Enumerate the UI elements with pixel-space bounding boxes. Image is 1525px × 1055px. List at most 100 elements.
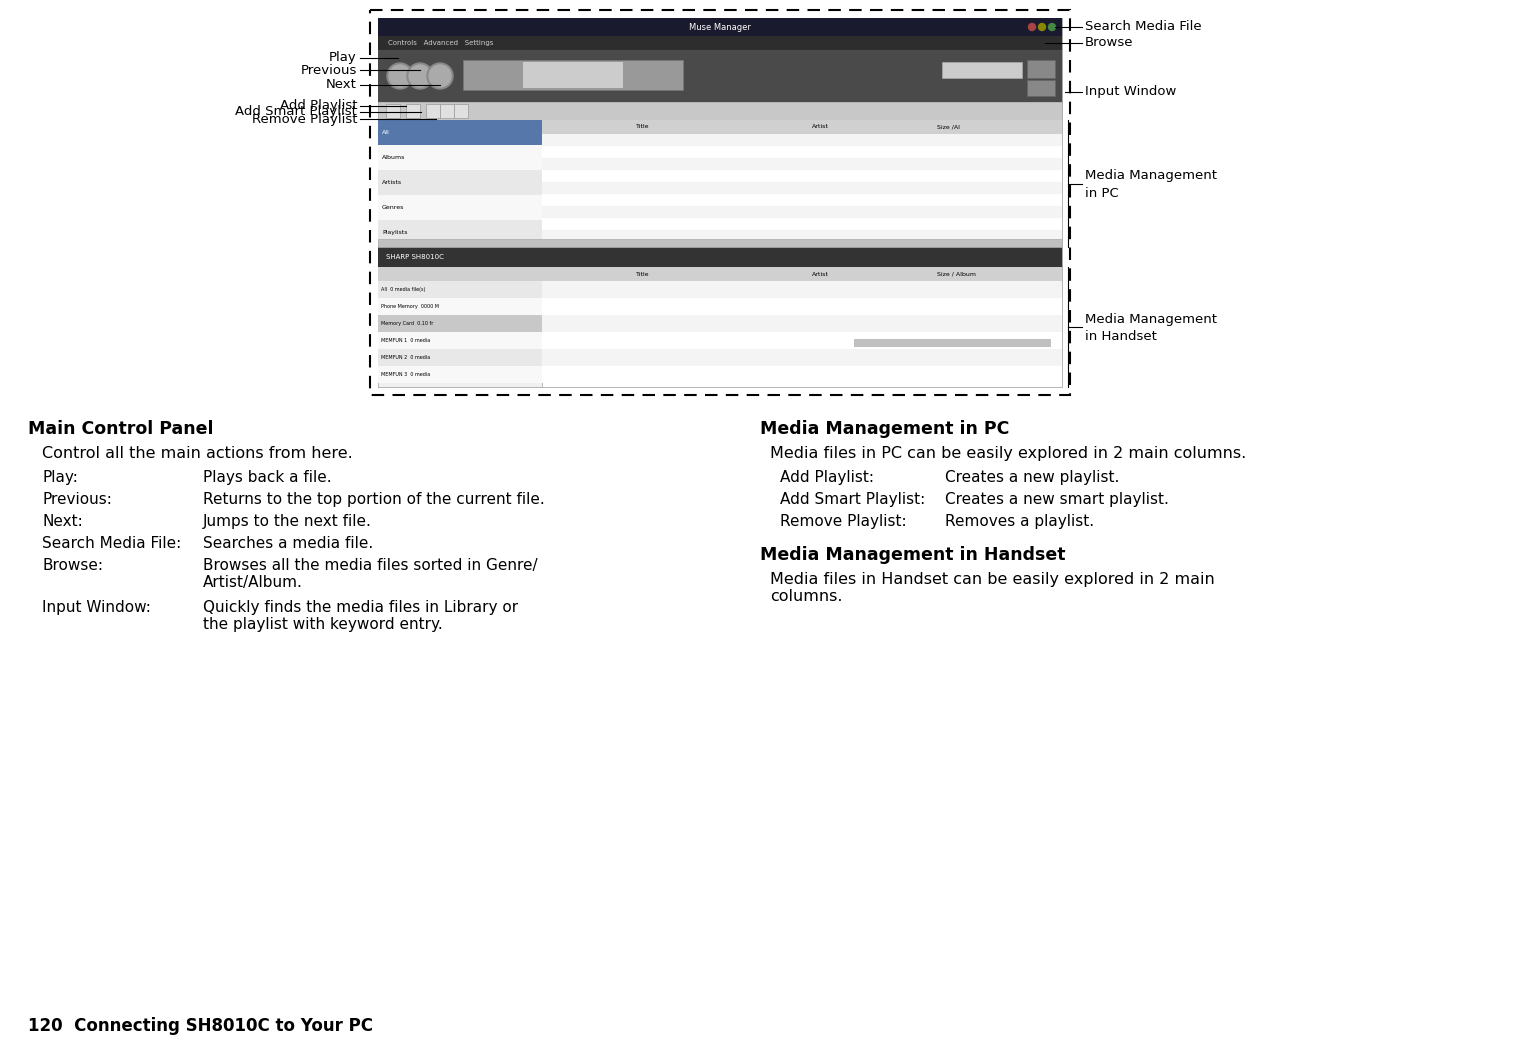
Bar — [378, 102, 1061, 120]
Text: Muse Manager: Muse Manager — [689, 22, 750, 32]
Text: Browse: Browse — [1084, 37, 1133, 50]
Bar — [541, 120, 1061, 247]
Bar — [1026, 60, 1055, 78]
Text: Media Management in Handset: Media Management in Handset — [759, 546, 1066, 564]
Text: 120  Connecting SH8010C to Your PC: 120 Connecting SH8010C to Your PC — [27, 1017, 374, 1035]
Bar — [942, 62, 1022, 78]
Bar — [523, 62, 624, 88]
Bar — [541, 366, 1061, 383]
Bar — [541, 315, 1061, 332]
Text: Title: Title — [636, 271, 650, 276]
Text: Media files in PC can be easily explored in 2 main columns.: Media files in PC can be easily explored… — [770, 446, 1246, 461]
Bar — [378, 120, 541, 247]
Text: Playlists: Playlists — [381, 230, 407, 235]
Text: Add Playlist: Add Playlist — [279, 99, 357, 113]
Text: in PC: in PC — [1084, 187, 1119, 200]
Bar — [378, 332, 541, 349]
Text: Remove Playlist: Remove Playlist — [252, 113, 357, 126]
Text: Albums: Albums — [381, 155, 406, 160]
Circle shape — [407, 63, 433, 89]
Bar — [378, 267, 1061, 387]
Text: Add Smart Playlist: Add Smart Playlist — [235, 106, 357, 118]
Bar — [378, 298, 541, 315]
Text: Artist: Artist — [813, 124, 830, 130]
Bar — [541, 183, 1061, 194]
Bar — [541, 158, 1061, 170]
Text: Searches a media file.: Searches a media file. — [203, 536, 374, 551]
Bar — [541, 298, 1061, 315]
Text: Input Window:: Input Window: — [43, 600, 151, 615]
Text: Next:: Next: — [43, 514, 82, 529]
Text: Main Control Panel: Main Control Panel — [636, 0, 804, 2]
Circle shape — [409, 65, 432, 87]
Bar — [541, 120, 1061, 134]
Bar — [464, 60, 683, 90]
Text: Input Window: Input Window — [1084, 85, 1176, 98]
Text: Search Media File: Search Media File — [1084, 20, 1202, 34]
Text: Genres: Genres — [381, 205, 404, 210]
Text: Title: Title — [636, 124, 650, 130]
Bar — [378, 170, 541, 195]
Bar — [541, 134, 1061, 146]
Text: Previous:: Previous: — [43, 492, 111, 507]
Bar — [541, 206, 1061, 218]
Bar — [371, 9, 1071, 395]
Circle shape — [389, 65, 412, 87]
Bar — [406, 104, 419, 118]
Text: Play:: Play: — [43, 469, 78, 485]
Circle shape — [1028, 23, 1035, 31]
Bar — [378, 315, 541, 332]
Circle shape — [1039, 23, 1046, 31]
Bar — [378, 36, 1061, 50]
Text: Remove Playlist:: Remove Playlist: — [779, 514, 907, 529]
Text: Play: Play — [329, 52, 357, 64]
Text: Jumps to the next file.: Jumps to the next file. — [203, 514, 372, 529]
Bar — [378, 267, 1061, 281]
Bar — [378, 281, 541, 298]
Circle shape — [387, 63, 413, 89]
Bar — [541, 332, 1061, 349]
Circle shape — [1049, 23, 1055, 31]
Bar — [378, 247, 1061, 267]
Bar — [378, 239, 1061, 247]
Text: Creates a new playlist.: Creates a new playlist. — [946, 469, 1119, 485]
Text: Media Management: Media Management — [1084, 312, 1217, 326]
Text: Control all the main actions from here.: Control all the main actions from here. — [43, 446, 352, 461]
Bar — [541, 218, 1061, 230]
Bar — [378, 349, 541, 366]
Text: Size /Al: Size /Al — [938, 124, 961, 130]
Text: Media Management: Media Management — [1084, 169, 1217, 183]
Text: Memory Card  0.10 fr: Memory Card 0.10 fr — [381, 321, 433, 326]
Text: Previous: Previous — [300, 63, 357, 77]
Bar — [541, 281, 1061, 387]
Circle shape — [427, 63, 453, 89]
Bar — [378, 281, 541, 387]
Text: Search Media File:: Search Media File: — [43, 536, 181, 551]
Text: Browse:: Browse: — [43, 558, 104, 573]
Text: All: All — [381, 130, 390, 135]
Text: Media files in Handset can be easily explored in 2 main
columns.: Media files in Handset can be easily exp… — [770, 572, 1215, 605]
Bar — [541, 146, 1061, 158]
Text: in Handset: in Handset — [1084, 330, 1157, 344]
Bar — [378, 366, 541, 383]
Text: Main Control Panel: Main Control Panel — [27, 420, 214, 438]
Text: Controls   Advanced   Settings: Controls Advanced Settings — [387, 40, 494, 46]
Text: All  0 media file(s): All 0 media file(s) — [381, 287, 425, 292]
Text: Creates a new smart playlist.: Creates a new smart playlist. — [946, 492, 1168, 507]
Bar — [378, 195, 541, 220]
Bar — [541, 170, 1061, 183]
Text: Quickly finds the media files in Library or
the playlist with keyword entry.: Quickly finds the media files in Library… — [203, 600, 518, 632]
Text: MEMFUN 3  0 media: MEMFUN 3 0 media — [381, 372, 430, 377]
Bar — [425, 104, 441, 118]
Bar — [378, 120, 541, 145]
Bar — [378, 145, 541, 170]
Text: Phone Memory  0000 M: Phone Memory 0000 M — [381, 304, 439, 309]
Bar — [541, 349, 1061, 366]
Text: Returns to the top portion of the current file.: Returns to the top portion of the curren… — [203, 492, 544, 507]
Text: Artist: Artist — [813, 271, 830, 276]
Text: Artists: Artists — [381, 180, 403, 185]
Text: Size / Album: Size / Album — [938, 271, 976, 276]
Text: Plays back a file.: Plays back a file. — [203, 469, 331, 485]
Circle shape — [429, 65, 451, 87]
Bar — [454, 104, 468, 118]
